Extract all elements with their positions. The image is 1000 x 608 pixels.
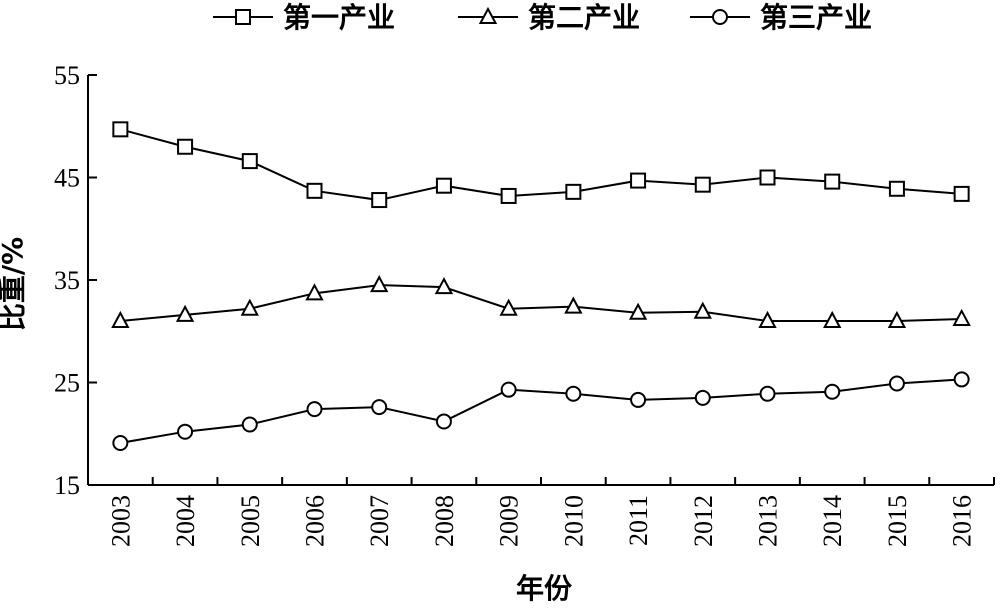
triangle-marker — [305, 283, 324, 301]
triangle-marker — [499, 298, 518, 316]
legend-label: 第二产业 — [528, 1, 640, 34]
triangle-marker — [628, 302, 648, 320]
legend: 第一产业 第二产业 第三产业 — [213, 1, 872, 34]
triangle-marker — [887, 310, 907, 328]
x-tick-label: 2011 — [624, 495, 653, 546]
x-tick-label: 2013 — [754, 495, 783, 547]
triangle-marker — [758, 310, 777, 328]
series-3 — [112, 371, 970, 451]
square-marker — [759, 169, 776, 186]
circle-marker — [888, 375, 905, 392]
circle-marker — [694, 389, 711, 406]
circle-marker — [500, 381, 517, 398]
x-tick-label: 2004 — [171, 495, 200, 547]
circle-marker — [759, 385, 776, 402]
series-2 — [111, 275, 971, 328]
series-line — [120, 128, 962, 202]
circle-marker — [177, 423, 194, 440]
triangle-marker — [111, 310, 130, 328]
y-tick-label: 35 — [54, 266, 80, 295]
circle-marker — [712, 9, 728, 25]
legend-label: 第三产业 — [760, 1, 872, 34]
triangle-marker — [478, 6, 498, 24]
legend-item-1: 第一产业 — [213, 1, 395, 34]
circle-marker — [371, 399, 388, 416]
legend-item-2: 第二产业 — [458, 1, 640, 34]
triangle-marker — [564, 296, 583, 314]
y-tick-label: 55 — [54, 61, 80, 90]
y-tick-label: 15 — [54, 471, 80, 500]
x-tick-label: 2005 — [236, 495, 265, 547]
x-tick-label: 2010 — [559, 495, 588, 547]
square-marker — [177, 138, 194, 155]
square-marker — [235, 9, 251, 25]
legend-label: 第一产业 — [283, 1, 395, 34]
square-marker — [500, 187, 517, 204]
x-axis-title: 年份 — [516, 572, 572, 605]
square-marker — [824, 173, 841, 190]
circle-marker — [565, 385, 582, 402]
square-marker — [630, 172, 647, 189]
triangle-marker — [370, 275, 389, 293]
triangle-marker — [434, 277, 454, 295]
x-tick-label: 2014 — [818, 495, 847, 547]
circle-marker — [953, 371, 970, 388]
circle-marker — [435, 413, 452, 430]
square-marker — [306, 182, 323, 199]
y-axis-title: 比重/% — [0, 237, 29, 331]
triangle-marker — [240, 298, 259, 316]
y-tick-label: 45 — [54, 164, 80, 193]
series-line — [120, 284, 962, 322]
y-tick-label: 25 — [54, 369, 80, 398]
circle-marker — [824, 383, 841, 400]
x-tick-label: 2012 — [689, 495, 718, 547]
triangle-marker — [823, 310, 842, 328]
axes: 15 25 35 45 55 2003 2004 2005 2006 2007 2008 2009 20… — [54, 61, 995, 547]
square-marker — [112, 121, 129, 138]
circle-marker — [306, 401, 323, 418]
square-marker — [953, 185, 970, 202]
circle-marker — [112, 434, 129, 451]
square-marker — [241, 153, 258, 170]
series-1 — [112, 121, 970, 209]
x-tick-label: 2003 — [106, 495, 135, 547]
series-line — [120, 378, 962, 444]
square-marker — [565, 183, 582, 200]
x-tick-label: 2008 — [430, 495, 459, 547]
circle-marker — [241, 416, 258, 433]
square-marker — [888, 180, 905, 197]
x-tick-label: 2009 — [495, 495, 524, 547]
plot-area: 15 25 35 45 55 2003 2004 2005 2006 2007 2008 2009 20… — [54, 61, 995, 547]
triangle-marker — [693, 301, 712, 319]
x-tick-label: 2016 — [948, 495, 977, 547]
legend-item-3: 第三产业 — [690, 1, 872, 34]
x-tick-label: 2006 — [301, 495, 330, 547]
square-marker — [694, 176, 711, 193]
square-marker — [435, 177, 452, 194]
x-tick-label: 2007 — [365, 495, 394, 547]
circle-marker — [630, 391, 647, 408]
triangle-marker — [952, 308, 971, 326]
triangle-marker — [175, 304, 195, 322]
x-tick-label: 2015 — [883, 495, 912, 547]
series-layer — [111, 121, 971, 451]
square-marker — [371, 192, 388, 209]
